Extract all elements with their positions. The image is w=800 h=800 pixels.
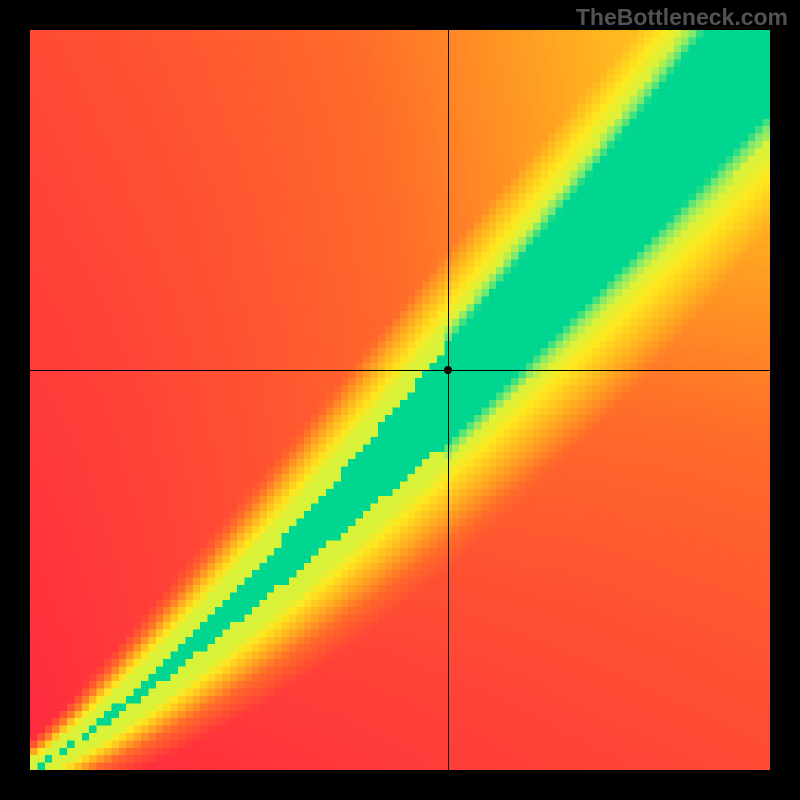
bottleneck-heatmap xyxy=(30,30,770,770)
crosshair-vertical xyxy=(448,30,449,770)
watermark-text: TheBottleneck.com xyxy=(576,4,788,31)
heatmap-container xyxy=(30,30,770,770)
crosshair-horizontal xyxy=(30,370,770,371)
selection-marker xyxy=(444,366,452,374)
